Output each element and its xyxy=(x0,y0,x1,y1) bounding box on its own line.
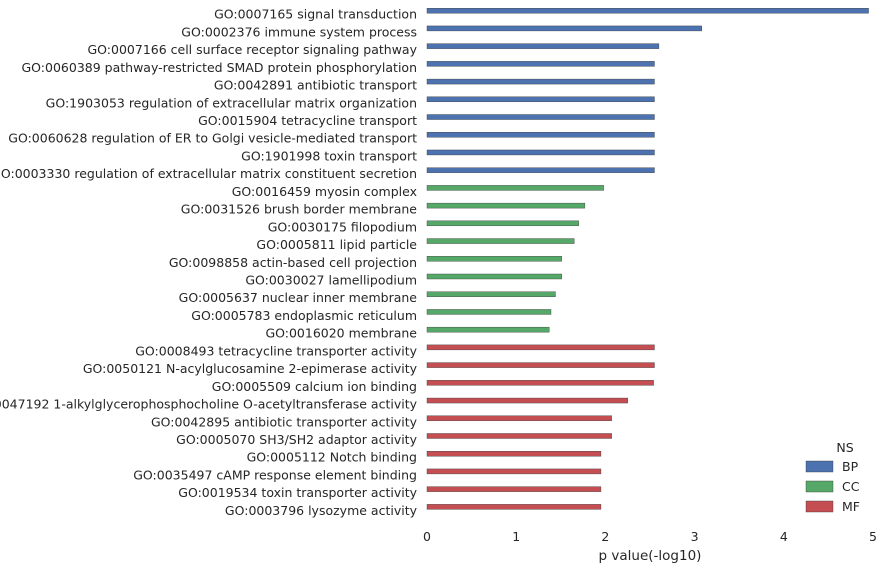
y-tick-label: GO:0060389 pathway-restricted SMAD prote… xyxy=(21,60,417,75)
x-tick-label: 2 xyxy=(601,529,609,544)
bar-bp xyxy=(426,167,655,173)
x-axis-ticks: 0 1 2 3 4 5 xyxy=(423,529,877,544)
y-tick-label: GO:0007166 cell surface receptor signali… xyxy=(87,42,417,57)
bar-mf xyxy=(426,451,602,457)
y-tick-label: GO:0042891 antibiotic transport xyxy=(214,78,417,93)
bar-mf xyxy=(426,380,654,386)
legend-label-bp: BP xyxy=(842,459,859,474)
bar-mf xyxy=(426,362,655,368)
bar-bp xyxy=(426,7,869,14)
legend-swatch-mf xyxy=(805,500,834,513)
x-tick-label: 3 xyxy=(691,529,699,544)
y-tick-label: GO:1903053 regulation of extracellular m… xyxy=(46,95,417,110)
bar-mf xyxy=(426,397,628,404)
bar-bp xyxy=(426,114,655,120)
bar-bp xyxy=(426,78,655,85)
y-tick-label: GO:0003330 regulation of extracellular m… xyxy=(0,166,417,181)
bar-cc xyxy=(426,326,550,333)
y-tick-label: GO:0008493 tetracycline transporter acti… xyxy=(135,343,417,358)
legend-title: NS xyxy=(836,440,853,455)
y-tick-label: GO:0042895 antibiotic transporter activi… xyxy=(151,414,418,429)
y-tick-label: GO:0098858 actin-based cell projection xyxy=(169,255,417,270)
y-tick-label: GO:0007165 signal transduction xyxy=(214,7,417,22)
y-tick-label: GO:0047192 1-alkylglycerophosphocholine … xyxy=(0,397,418,412)
bar-cc xyxy=(426,202,586,209)
bar-bp xyxy=(426,61,655,67)
legend-label-cc: CC xyxy=(842,479,860,494)
bar-cc xyxy=(426,309,552,315)
bar-cc xyxy=(426,273,562,280)
y-tick-label: GO:0005112 Notch binding xyxy=(247,450,417,465)
y-tick-label: GO:0005070 SH3/SH2 adaptor activity xyxy=(176,432,417,447)
y-tick-label: GO:0003796 lysozyme activity xyxy=(225,503,418,518)
y-tick-label: GO:1901998 toxin transport xyxy=(241,148,417,163)
bar-mf xyxy=(426,504,602,510)
x-tick-label: 1 xyxy=(512,529,520,544)
y-tick-label: GO:0019534 toxin transporter activity xyxy=(178,485,417,500)
bar-mf xyxy=(426,433,612,439)
y-tick-label: GO:0035497 cAMP response element binding xyxy=(133,467,417,482)
bar-bp xyxy=(426,43,660,49)
bar-bp xyxy=(426,132,655,138)
x-tick-label: 0 xyxy=(423,529,431,544)
y-tick-label: GO:0005783 endoplasmic reticulum xyxy=(191,308,417,323)
bar-mf xyxy=(426,415,612,421)
x-axis-label: p value(-log10) xyxy=(599,548,702,564)
y-tick-label: GO:0060628 regulation of ER to Golgi ves… xyxy=(8,131,417,146)
bar-cc xyxy=(426,185,604,191)
y-tick-label: GO:0030175 filopodium xyxy=(268,219,417,234)
bar-cc xyxy=(426,291,556,297)
bar-bp xyxy=(426,25,702,32)
bars-group xyxy=(426,7,869,510)
y-tick-label: GO:0050121 N-acylglucosamine 2-epimerase… xyxy=(83,361,418,376)
y-axis-labels: GO:0007165 signal transduction GO:0002376… xyxy=(0,7,418,518)
y-tick-label: GO:0031526 brush border membrane xyxy=(181,202,418,217)
bar-bp xyxy=(426,96,655,103)
bar-mf xyxy=(426,344,655,351)
x-tick-label: 4 xyxy=(780,529,788,544)
legend-swatch-bp xyxy=(805,460,834,473)
bar-cc xyxy=(426,238,575,244)
x-tick-label: 5 xyxy=(869,529,877,544)
legend-label-mf: MF xyxy=(842,499,860,514)
bar-bp xyxy=(426,149,655,156)
bar-cc xyxy=(426,256,562,262)
y-tick-label: GO:0016459 myosin complex xyxy=(232,184,417,199)
y-tick-label: GO:0005509 calcium ion binding xyxy=(212,379,417,394)
legend: NS BP CC MF xyxy=(805,440,860,514)
bar-cc xyxy=(426,220,579,227)
legend-swatch-cc xyxy=(805,480,834,493)
bar-mf xyxy=(426,468,602,475)
y-tick-label: GO:0005637 nuclear inner membrane xyxy=(179,290,418,305)
y-tick-label: GO:0002376 immune system process xyxy=(181,24,417,39)
y-tick-label: GO:0005811 lipid particle xyxy=(256,237,417,252)
y-tick-label: GO:0015904 tetracycline transport xyxy=(198,113,417,128)
y-tick-label: GO:0030027 lamellipodium xyxy=(245,273,417,288)
y-tick-label: GO:0016020 membrane xyxy=(265,326,417,341)
bar-mf xyxy=(426,486,602,492)
